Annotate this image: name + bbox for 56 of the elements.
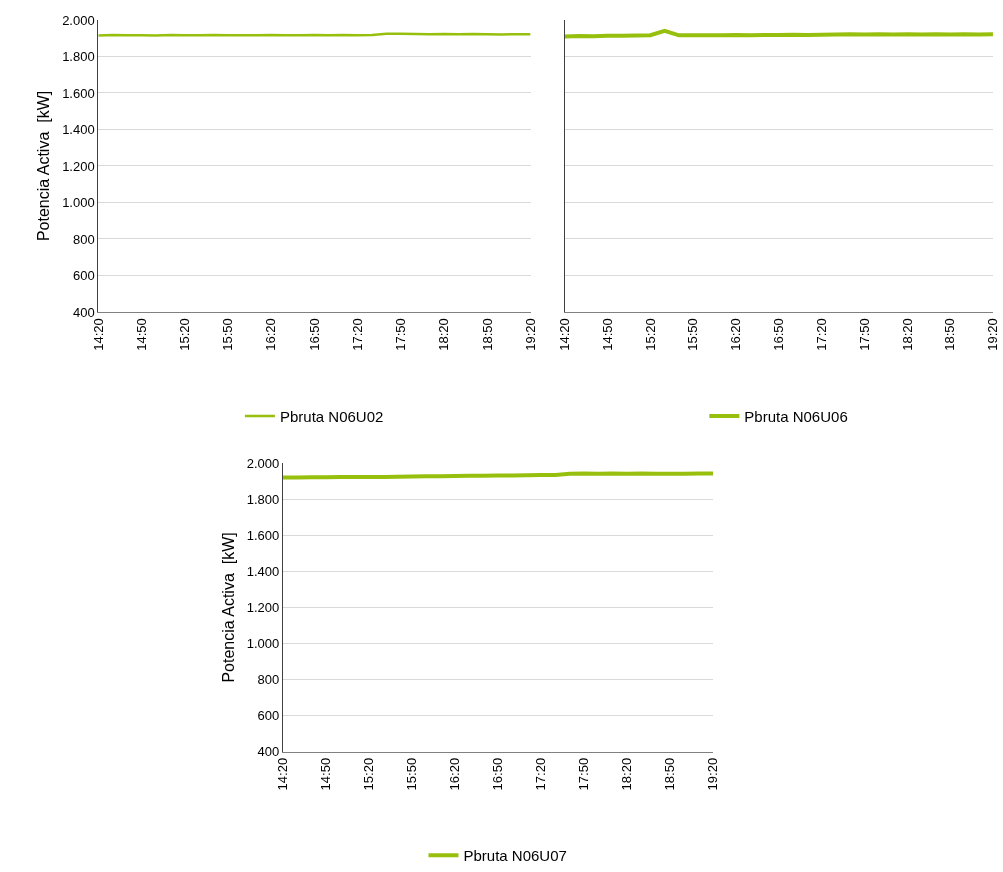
x-tick-label: 17:20 [349, 318, 365, 351]
x-tick-label: 16:50 [771, 318, 787, 351]
x-tick-label: 15:50 [685, 318, 701, 351]
x-tick-label: 15:20 [176, 318, 192, 351]
x-tick-label: 14:20 [556, 318, 572, 351]
x-tick-label: 15:20 [642, 318, 658, 351]
y-tick-label: 1.000 [62, 195, 95, 211]
y-tick-label: 400 [72, 304, 95, 320]
y-tick-label: 800 [72, 231, 95, 247]
x-tick-label: 16:20 [263, 318, 279, 351]
x-tick-label: 16:50 [306, 318, 322, 351]
y-tick-label: 800 [257, 672, 280, 688]
y-tick-label: 2.000 [62, 12, 95, 28]
x-tick-label: 19:20 [705, 757, 721, 791]
y-tick-label: 2.000 [246, 455, 280, 471]
x-tick-label: 15:50 [220, 318, 236, 351]
legend-label: Pbruta N06U06 [744, 407, 848, 425]
x-tick-label: 18:50 [662, 757, 678, 791]
x-tick-label: 17:50 [576, 757, 592, 791]
y-tick-label: 400 [257, 744, 280, 760]
x-tick-label: 16:50 [490, 757, 506, 791]
y-tick-label: 1.600 [246, 527, 280, 543]
x-tick-label: 14:50 [318, 757, 334, 791]
x-tick-label: 19:20 [522, 318, 538, 351]
x-tick-label: 18:20 [619, 757, 635, 791]
legend-label: Pbruta N06U07 [463, 847, 567, 865]
y-tick-label: 1.400 [246, 563, 280, 579]
x-tick-label: 18:20 [899, 318, 915, 351]
x-tick-label: 14:50 [599, 318, 615, 351]
x-tick-label: 17:50 [856, 318, 872, 351]
y-axis-title: Potencia Activa [kW] [219, 532, 237, 683]
x-tick-label: 15:20 [361, 757, 377, 791]
x-tick-label: 16:20 [447, 757, 463, 791]
x-tick-label: 14:20 [275, 757, 291, 791]
y-axis-title: Potencia Activa [kW] [35, 90, 53, 242]
y-tick-label: 1.800 [246, 491, 280, 507]
x-tick-label: 18:50 [942, 318, 958, 351]
x-tick-label: 17:50 [393, 318, 409, 351]
x-tick-label: 18:20 [436, 318, 452, 351]
x-tick-label: 17:20 [813, 318, 829, 351]
x-tick-label: 15:50 [404, 757, 420, 791]
y-tick-label: 1.600 [62, 85, 95, 101]
legend-label: Pbruta N06U02 [279, 407, 384, 425]
x-tick-label: 19:20 [985, 318, 1001, 351]
y-tick-label: 1.400 [62, 122, 95, 138]
y-tick-label: 1.000 [246, 636, 280, 652]
x-tick-label: 14:20 [90, 318, 106, 351]
y-tick-label: 1.800 [62, 49, 95, 65]
y-tick-label: 600 [72, 268, 95, 284]
y-tick-label: 1.200 [62, 158, 95, 174]
x-tick-label: 16:20 [728, 318, 744, 351]
x-tick-label: 17:20 [533, 757, 549, 791]
x-tick-label: 18:50 [479, 318, 495, 351]
x-tick-label: 14:50 [133, 318, 149, 351]
y-tick-label: 1.200 [246, 599, 280, 615]
y-tick-label: 600 [257, 708, 280, 724]
